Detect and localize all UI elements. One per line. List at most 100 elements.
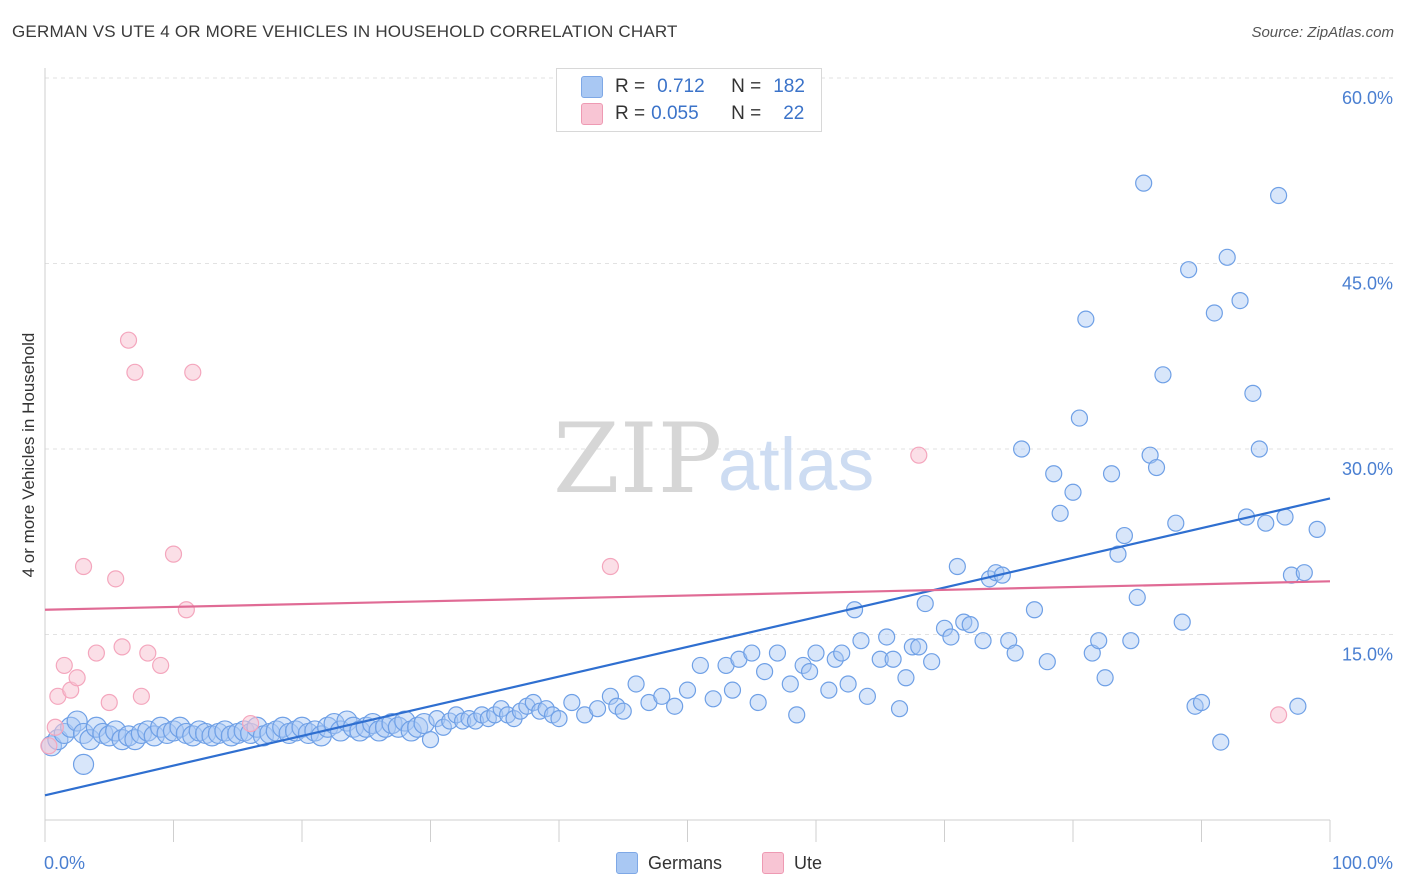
germans-point xyxy=(935,619,954,637)
ute-point xyxy=(126,363,144,381)
y-tick-label: 15.0% xyxy=(1342,645,1393,665)
legend-swatch-ute xyxy=(581,103,603,125)
legend-n-value: 182 xyxy=(773,76,805,97)
ute-point xyxy=(46,718,64,736)
ute-point xyxy=(139,644,157,662)
ute-point xyxy=(910,446,928,464)
legend-n-label: N = xyxy=(731,76,762,97)
chart-title: GERMAN VS UTE 4 OR MORE VEHICLES IN HOUS… xyxy=(12,22,678,41)
germans-point xyxy=(1295,564,1313,582)
ute-point xyxy=(68,669,86,687)
ute-trend-line xyxy=(44,580,1331,611)
germans-point xyxy=(1025,601,1044,619)
bottom-legend: Germans Ute xyxy=(0,852,1406,878)
y-tick-label: 60.0% xyxy=(1342,88,1393,108)
germans-point xyxy=(349,720,371,742)
germans-point xyxy=(1038,653,1056,671)
germans-point xyxy=(492,700,510,718)
germans-point xyxy=(890,700,909,718)
germans-point xyxy=(614,702,632,720)
bottom-legend-ute: Ute xyxy=(762,852,822,874)
germans-point xyxy=(486,706,504,724)
germans-point xyxy=(833,644,851,662)
watermark-atlas: atlas xyxy=(718,423,874,506)
germans-point xyxy=(1090,632,1108,650)
germans-point xyxy=(871,650,889,668)
y-tick-label: 45.0% xyxy=(1342,274,1393,294)
germans-point xyxy=(1154,366,1172,384)
germans-point xyxy=(800,662,819,681)
germans-point xyxy=(1173,613,1191,631)
gridlines xyxy=(45,77,1395,635)
germans-point xyxy=(601,687,620,705)
germans-point xyxy=(974,632,992,650)
ute-point xyxy=(184,363,202,381)
germans-point xyxy=(272,716,294,738)
germans-point xyxy=(105,720,127,742)
germans-point xyxy=(428,709,446,728)
germans-point xyxy=(441,712,459,730)
germans-point xyxy=(537,700,555,718)
germans-point xyxy=(704,690,722,708)
germans-point xyxy=(1096,669,1114,687)
x-tick-label-end: 100.0% xyxy=(1332,853,1393,873)
germans-point xyxy=(878,628,896,646)
germans-point xyxy=(781,675,799,693)
germans-point xyxy=(1051,504,1069,522)
germans-point xyxy=(291,716,313,738)
legend: R = 0.712 N = 182 R = 0.055 N = 22 xyxy=(556,68,822,132)
ute-point xyxy=(601,557,620,576)
germans-point xyxy=(788,706,806,724)
ute-point xyxy=(100,693,118,712)
source-label: Source: ZipAtlas.com xyxy=(1251,24,1394,41)
x-tick-labels: 0.0% 100.0% xyxy=(44,853,1393,873)
ute-point xyxy=(132,687,150,705)
germans-point xyxy=(961,616,979,634)
germans-point xyxy=(400,720,422,742)
germans-point xyxy=(1212,733,1230,751)
germans-point xyxy=(1012,440,1031,458)
germans-point xyxy=(447,706,465,724)
legend-row-germans: R = 0.712 N = 182 xyxy=(581,75,805,99)
y-tick-label: 30.0% xyxy=(1342,459,1393,479)
germans-point xyxy=(72,753,95,775)
germans-point xyxy=(1250,440,1268,458)
germans-point xyxy=(1077,310,1095,328)
germans-point xyxy=(1244,384,1262,402)
bottom-legend-swatch-ute xyxy=(762,852,784,874)
bottom-legend-label-germans: Germans xyxy=(648,852,723,873)
germans-point xyxy=(66,710,88,732)
germans-point xyxy=(910,638,928,656)
x-tick-label-start: 0.0% xyxy=(44,853,85,873)
germans-point xyxy=(387,716,409,738)
germans-point xyxy=(723,681,742,699)
germans-point xyxy=(421,731,440,749)
bottom-legend-germans: Germans xyxy=(616,852,722,874)
germans-point xyxy=(858,687,877,705)
germans-point xyxy=(794,656,812,675)
germans-point xyxy=(466,712,485,730)
ute-point xyxy=(177,601,195,619)
germans-point xyxy=(434,718,452,736)
germans-point xyxy=(72,722,95,745)
germans-point xyxy=(948,557,966,576)
ute-point xyxy=(113,638,131,656)
germans-point xyxy=(1192,693,1211,712)
data-points xyxy=(40,174,1326,775)
germans-point xyxy=(627,675,645,693)
watermark-zip: ZIP xyxy=(553,403,722,515)
germans-point xyxy=(111,729,133,751)
germans-trend-line xyxy=(44,497,1331,797)
watermark: ZIP atlas xyxy=(553,403,874,515)
germans-point xyxy=(1167,514,1185,532)
y-axis-label: 4 or more Vehicles in Household xyxy=(19,333,38,578)
legend-r-value: 0.055 xyxy=(651,103,699,124)
germans-point xyxy=(1289,697,1307,715)
germans-point xyxy=(755,662,774,681)
germans-point xyxy=(666,697,684,715)
germans-point xyxy=(1045,465,1063,483)
ute-point xyxy=(1269,706,1288,724)
germans-point xyxy=(1180,261,1198,279)
germans-point xyxy=(1205,304,1223,322)
